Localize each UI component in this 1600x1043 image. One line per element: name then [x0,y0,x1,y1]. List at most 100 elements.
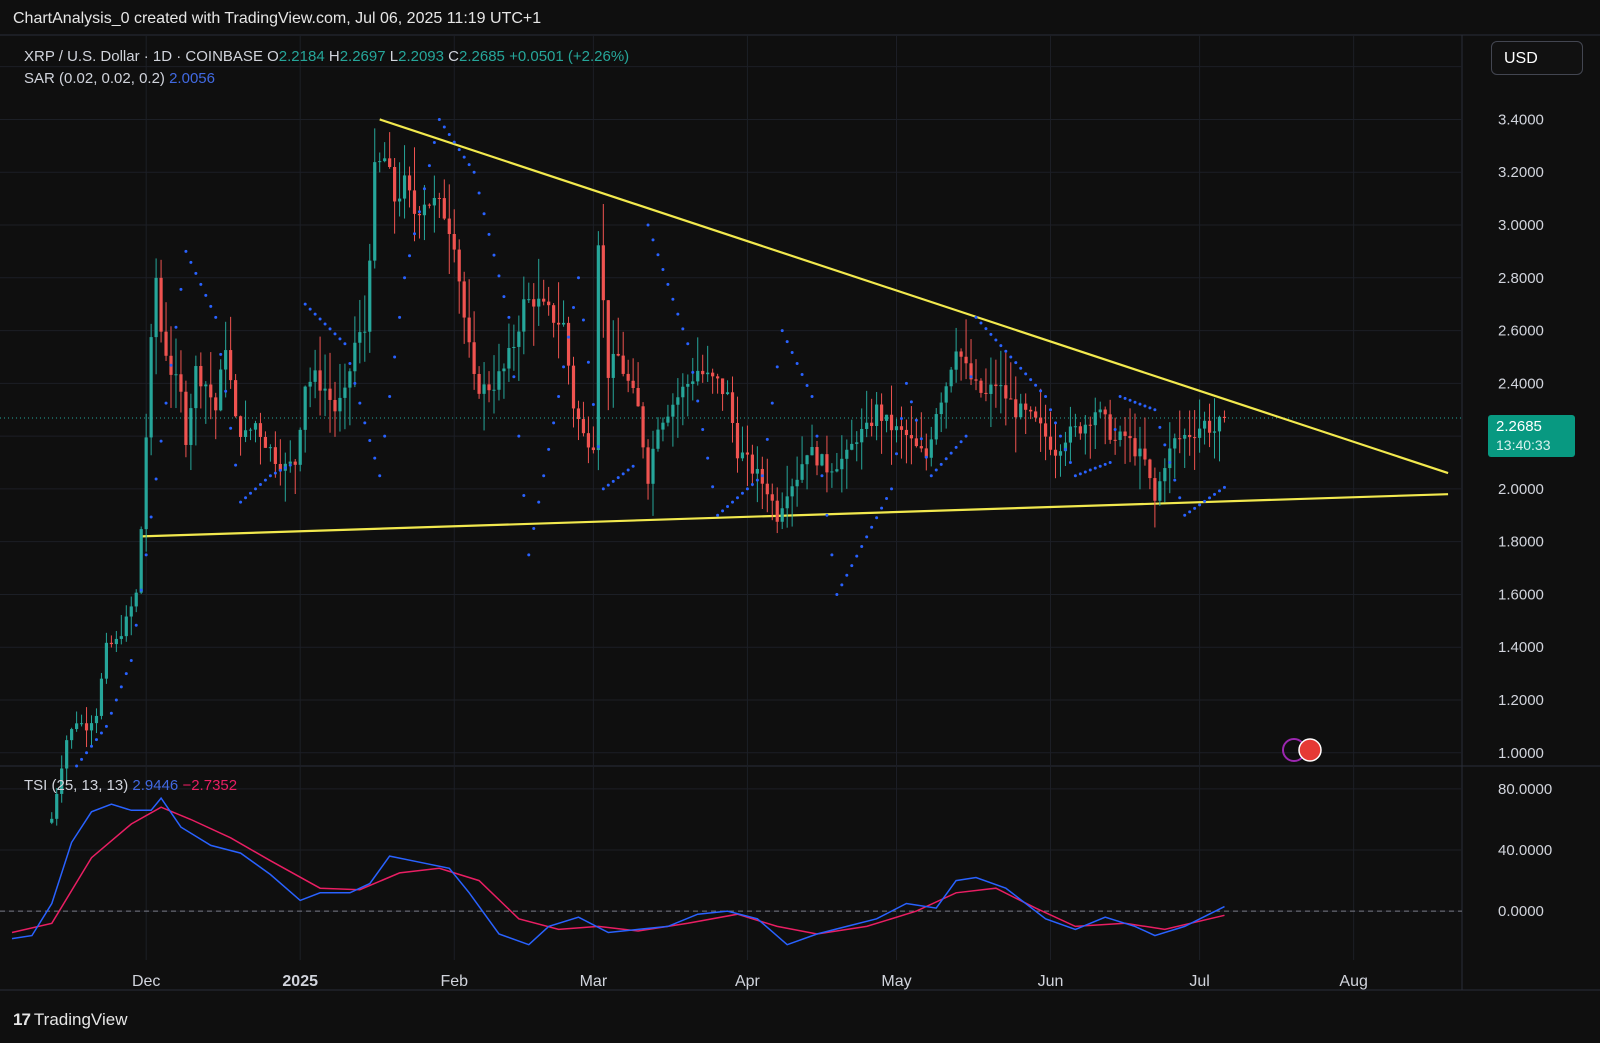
sar-dot [373,456,377,460]
candle-body [879,404,884,421]
candle-body [691,381,695,384]
candle-body [204,384,208,387]
sar-dot [914,418,918,422]
candle-body [422,204,427,216]
sar-dot [169,363,173,367]
candle-body [591,447,595,451]
sar-dot [552,421,556,425]
candle-body [79,723,84,725]
sar-label[interactable]: SAR (0.02, 0.02, 0.2) [24,70,165,87]
currency-button[interactable]: USD [1491,41,1583,75]
y-tick-label: 3.4000 [1498,111,1544,128]
candle-body [412,190,417,214]
sar-dot [288,463,292,467]
candle-body [800,464,804,480]
sar-dot [109,711,113,715]
candle-body [532,299,536,307]
sar-dot [139,588,143,592]
candle-body [442,198,446,219]
sar-dot [954,445,958,449]
sar-dot [164,401,168,405]
sar-dot [313,312,317,316]
sar-dot [249,491,253,495]
candle-body [725,392,730,395]
sar-dot [835,592,839,596]
sar-dot [80,757,84,761]
candle-body [547,301,551,306]
sar-dot [904,381,908,385]
candle-body [840,458,844,470]
sar-dot [880,506,884,510]
sar-dot [820,474,824,478]
candle-body [214,397,218,411]
sar-dot [1049,408,1053,412]
sar-dot [1009,355,1013,359]
sar-dot [1118,395,1122,399]
sar-dot [253,487,257,491]
candle-body [1038,417,1043,424]
candle-body [293,461,297,465]
sar-dot [601,487,605,491]
candle-body [671,404,675,417]
sar-dot [964,434,968,438]
sar-dot [855,554,859,558]
candle-body [457,249,461,282]
sar-dot [1078,472,1082,476]
low-label: L [389,48,399,65]
candle-body [129,606,133,617]
sar-dot [333,332,337,336]
candle-body [278,463,282,471]
sar-dot [716,513,720,517]
sar-dot [770,401,774,405]
trendline [141,493,1449,538]
candle-body [706,372,710,375]
candle-body [919,446,923,449]
sar-dot [860,544,864,548]
y-tick-label: 2.8000 [1498,270,1544,287]
sar-dot [1128,398,1132,402]
sar-dot [1213,492,1217,496]
tsi-label[interactable]: TSI (25, 13, 13) [24,777,129,794]
tsi-tick-label: 40.0000 [1498,842,1552,859]
sar-dot [507,315,511,319]
sar-dot [1158,425,1162,429]
candle-body [437,197,441,199]
sar-dot [969,375,973,379]
candle-body [209,384,213,398]
symbol-title[interactable]: XRP / U.S. Dollar · 1D · COINBASE [24,48,263,65]
sar-dot [457,148,461,152]
brand-footer[interactable]: 17 TradingView [13,1010,127,1030]
candle-body [189,408,193,445]
candle-body [472,342,476,374]
candle-body [586,433,591,448]
sar-dot [1217,489,1221,493]
candle-body [427,204,432,206]
candle-body [805,455,809,465]
candle-body [696,370,700,382]
high-label: H [328,48,340,65]
sar-dot [885,497,889,501]
sar-dot [159,439,163,443]
sar-dot [1222,485,1226,489]
sar-dot [1153,408,1157,412]
candle-body [835,469,839,472]
candle-body [407,175,412,191]
sar-dot [408,254,412,258]
close-label: C [448,48,460,65]
candle-body [124,616,128,637]
sar-dot [909,400,913,404]
y-tick-label: 1.8000 [1498,534,1544,551]
sar-dot [229,426,233,430]
candle-body [84,723,89,731]
candle-body [65,740,69,769]
sar-dot [805,384,809,388]
candle-body [959,351,963,357]
sar-dot [815,434,819,438]
candle-body [99,678,104,716]
sar-dot [1093,466,1097,470]
sar-dot [845,573,849,577]
sar-dot [258,483,262,487]
candle-body [338,397,342,412]
sar-dot [323,322,327,326]
